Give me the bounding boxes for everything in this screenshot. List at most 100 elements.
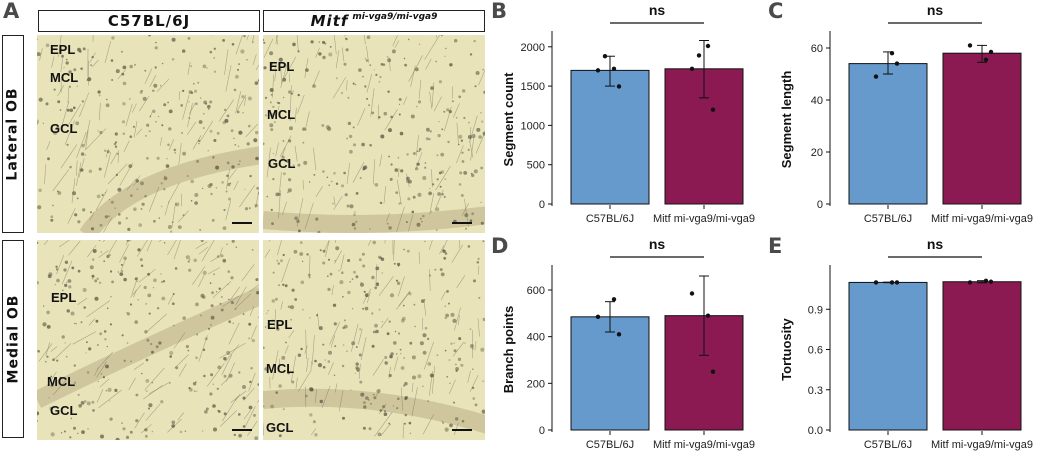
neurite xyxy=(84,120,91,146)
neurite xyxy=(313,147,317,171)
neurite xyxy=(195,241,208,250)
cell-body xyxy=(411,355,416,360)
cell-body xyxy=(109,417,113,421)
neurite xyxy=(335,240,337,243)
cell-body xyxy=(354,211,356,213)
cell-body xyxy=(81,143,85,148)
cell-body xyxy=(72,191,76,196)
cell-body xyxy=(353,143,356,147)
cell-body xyxy=(46,325,51,329)
cell-body xyxy=(360,392,365,397)
cell-body xyxy=(435,207,440,212)
cell-body xyxy=(50,218,54,222)
cell-body xyxy=(111,280,114,284)
cell-body xyxy=(136,280,139,282)
cell-body xyxy=(157,115,160,118)
cell-body xyxy=(378,308,381,311)
cell-body xyxy=(152,89,155,92)
neurite xyxy=(378,403,387,415)
neurite xyxy=(149,109,154,119)
cell-body xyxy=(460,363,464,367)
cell-body xyxy=(237,68,239,71)
data-point xyxy=(710,369,716,374)
cell-body xyxy=(458,134,463,139)
cell-body xyxy=(98,94,101,97)
cell-body xyxy=(313,174,316,176)
cell-body xyxy=(228,320,232,324)
cell-body xyxy=(327,360,331,363)
cell-body xyxy=(117,271,120,273)
neurite xyxy=(448,379,456,395)
cell-body xyxy=(182,49,186,53)
cell-body xyxy=(113,142,117,146)
neurite xyxy=(235,293,252,309)
cell-body xyxy=(100,434,104,439)
cell-body xyxy=(144,434,148,438)
cell-body xyxy=(82,208,86,212)
cell-body xyxy=(167,143,170,147)
neurite xyxy=(244,406,256,428)
cell-body xyxy=(198,120,203,124)
cell-body xyxy=(209,183,213,187)
cell-body xyxy=(424,326,428,330)
cell-body xyxy=(461,419,465,423)
neurite xyxy=(284,345,289,354)
scale-bar xyxy=(452,429,472,431)
cell-body xyxy=(243,35,246,38)
cell-body xyxy=(454,417,459,421)
cell-body xyxy=(182,151,187,156)
layer-label-epl: EPL xyxy=(50,42,76,57)
neurite xyxy=(266,147,271,178)
neurite xyxy=(263,38,274,58)
cell-body xyxy=(438,80,442,84)
cell-body xyxy=(48,272,53,277)
cell-body xyxy=(151,382,154,384)
cell-body xyxy=(430,210,433,213)
neurite xyxy=(334,250,342,264)
cell-body xyxy=(110,59,114,62)
cell-body xyxy=(386,56,389,58)
cell-body xyxy=(59,109,62,111)
cell-body xyxy=(274,297,278,301)
neurite xyxy=(156,78,170,92)
neurite xyxy=(424,341,434,370)
neurite xyxy=(79,92,90,118)
cell-body xyxy=(49,406,53,411)
cell-body xyxy=(171,424,175,428)
cell-body xyxy=(213,47,216,50)
cell-body xyxy=(464,342,466,344)
cell-body xyxy=(196,390,198,392)
cell-body xyxy=(328,52,333,57)
cell-body xyxy=(349,281,351,283)
cell-body xyxy=(322,55,326,60)
neurite xyxy=(275,106,280,119)
neurite xyxy=(304,345,308,354)
data-point xyxy=(705,43,711,49)
cell-body xyxy=(352,82,355,85)
cell-body xyxy=(352,126,355,129)
cell-body xyxy=(153,278,157,283)
neurite xyxy=(248,372,256,392)
cell-body xyxy=(226,161,230,165)
neurite xyxy=(389,57,391,71)
neurite xyxy=(366,74,373,93)
neurite xyxy=(187,61,191,75)
cell-body xyxy=(223,412,227,416)
cell-body xyxy=(152,109,156,113)
cell-body xyxy=(148,312,151,315)
cell-body xyxy=(404,396,408,400)
cell-body xyxy=(76,197,79,200)
neurite xyxy=(406,173,410,188)
neurite xyxy=(94,367,99,376)
cell-body xyxy=(114,145,118,148)
neurite xyxy=(424,35,441,60)
chart-tortuosity: 0.0 0.3 0.6 0.9 Tortuosity C57BL/6J Mitf mi-vg… xyxy=(779,236,1033,451)
cell-body xyxy=(342,416,345,420)
cell-body xyxy=(37,122,39,125)
cell-body xyxy=(230,129,234,133)
cell-body xyxy=(92,258,95,261)
neurite xyxy=(89,211,95,221)
cell-body xyxy=(126,312,130,316)
row-header-lateral: Lateral OB xyxy=(2,35,24,233)
x-tick-label: C57BL/6J xyxy=(586,439,634,451)
